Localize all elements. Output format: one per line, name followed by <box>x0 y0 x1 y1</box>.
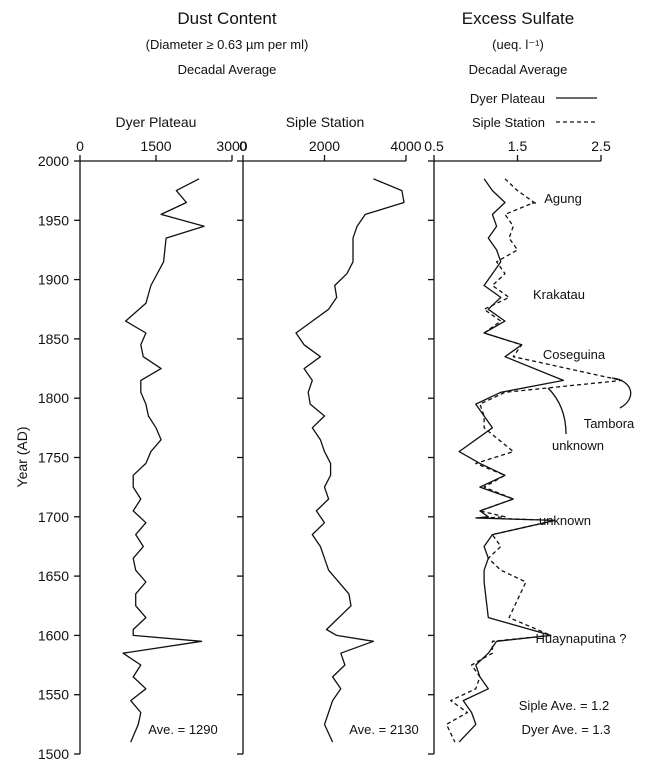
dust-decadal-label: Decadal Average <box>178 62 277 77</box>
siple-station-line <box>445 178 623 743</box>
x-tick-label: 0 <box>239 138 247 154</box>
unknown-leader <box>547 387 567 435</box>
y-tick-label: 1950 <box>38 212 69 228</box>
dust-siple-panel: 0 2000 4000 <box>237 138 422 755</box>
sulfate-decadal-label: Decadal Average <box>469 62 568 77</box>
dyer-plateau-line <box>122 178 205 743</box>
y-tick-label: 1600 <box>38 627 69 643</box>
dust-title: Dust Content <box>177 9 276 28</box>
x-tick-label: 4000 <box>390 138 421 154</box>
dyer-plateau-line <box>458 178 565 743</box>
siple-station-line <box>295 178 405 743</box>
annotation-label: Coseguina <box>543 347 606 362</box>
annotation-label: Tambora <box>584 416 635 431</box>
y-axis-title: Year (AD) <box>14 427 30 488</box>
dust-dyer-panel: 0 1500 3000 1500 1550 1600 1650 1700 1750 1800 185… <box>38 138 248 762</box>
y-tick-label: 1850 <box>38 331 69 347</box>
annotation-label: Agung <box>544 191 582 206</box>
sulfate-panel: 0.5 1.5 2.5 Agung Krakatau Coseguina Tambora un… <box>424 138 635 755</box>
sulfate-title: Excess Sulfate <box>462 9 574 28</box>
panel-title-siple: Siple Station <box>286 114 365 130</box>
y-tick-label: 1800 <box>38 390 69 406</box>
y-tick-label: 1700 <box>38 509 69 525</box>
panel-title-dyer: Dyer Plateau <box>116 114 197 130</box>
x-tick-label: 3000 <box>216 138 247 154</box>
y-tick-label: 2000 <box>38 153 69 169</box>
dyer-average-label: Ave. = 1290 <box>148 722 218 737</box>
y-tick-label: 1650 <box>38 568 69 584</box>
y-tick-label: 1750 <box>38 450 69 466</box>
annotation-label: Krakatau <box>533 287 585 302</box>
annotation-label: Siple Ave. = 1.2 <box>519 698 609 713</box>
y-tick-label: 1550 <box>38 687 69 703</box>
x-tick-label: 0.5 <box>424 138 444 154</box>
y-tick-label: 1900 <box>38 272 69 288</box>
x-tick-label: 0 <box>76 138 84 154</box>
annotation-label: Dyer Ave. = 1.3 <box>521 722 610 737</box>
x-tick-label: 1.5 <box>508 138 528 154</box>
siple-average-label: Ave. = 2130 <box>349 722 419 737</box>
tambora-bracket <box>611 377 632 409</box>
y-tick-label: 1500 <box>38 746 69 762</box>
legend: Dyer Plateau Siple Station <box>470 91 597 130</box>
legend-dyer-label: Dyer Plateau <box>470 91 545 106</box>
annotation-label: Huaynaputina ? <box>535 631 626 646</box>
sulfate-subtitle: (ueq. l⁻¹) <box>492 37 544 52</box>
x-tick-label: 2000 <box>309 138 340 154</box>
annotation-label: unknown <box>552 438 604 453</box>
annotation-label: unknown <box>539 513 591 528</box>
dust-subtitle: (Diameter ≥ 0.63 µm per ml) <box>146 37 309 52</box>
x-tick-label: 2.5 <box>591 138 611 154</box>
legend-siple-label: Siple Station <box>472 115 545 130</box>
x-tick-label: 1500 <box>140 138 171 154</box>
